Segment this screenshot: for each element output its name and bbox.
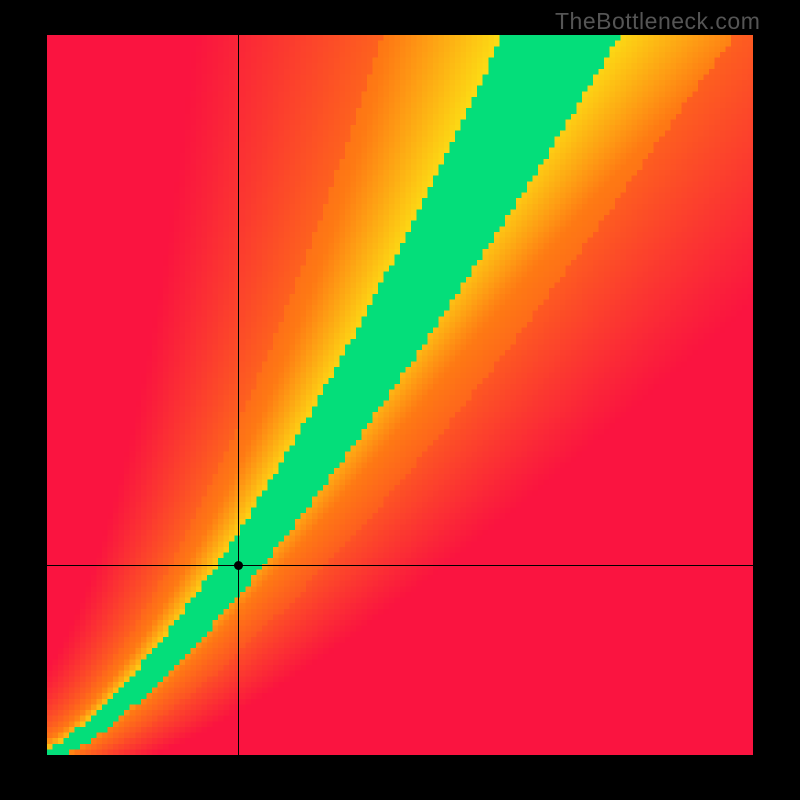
heatmap-plot — [47, 35, 753, 755]
crosshair-marker — [234, 561, 243, 570]
crosshair-vertical — [238, 35, 239, 755]
crosshair-horizontal — [47, 565, 753, 566]
heatmap-canvas — [47, 35, 753, 755]
watermark-text: TheBottleneck.com — [555, 8, 760, 35]
